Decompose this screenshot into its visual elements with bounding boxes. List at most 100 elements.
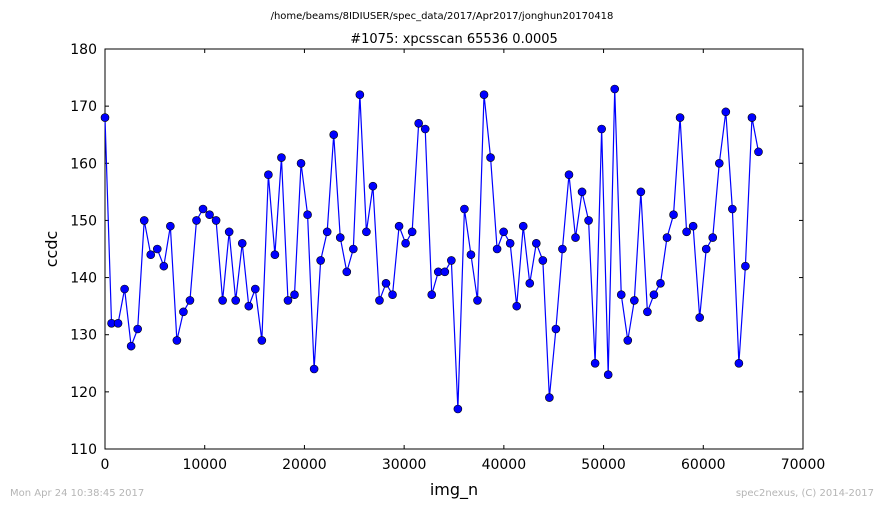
data-point (728, 204, 737, 214)
data-point (610, 84, 620, 94)
data-point (636, 187, 646, 197)
data-point (172, 336, 182, 345)
data-point (486, 153, 495, 162)
data-point (603, 370, 613, 380)
x-tick-label: 30000 (382, 457, 427, 473)
data-point (381, 278, 391, 288)
data-point (139, 216, 149, 225)
data-point (492, 244, 502, 254)
data-point (349, 244, 358, 254)
data-point (551, 324, 561, 334)
data-point (407, 227, 417, 237)
data-point (335, 233, 345, 242)
data-point (205, 210, 214, 220)
data-point (479, 90, 489, 100)
data-point (505, 238, 515, 248)
data-point (257, 336, 267, 345)
data-point (133, 324, 142, 334)
y-tick-label: 130 (70, 328, 97, 344)
data-point (584, 216, 593, 225)
data-point (277, 153, 286, 162)
x-tick-label: 70000 (781, 457, 826, 473)
data-point (714, 158, 724, 168)
data-point (414, 118, 423, 128)
data-point (159, 261, 169, 271)
data-point (440, 267, 450, 277)
y-tick-label: 170 (70, 99, 97, 115)
footer-credit: spec2nexus, (C) 2014-2017 (735, 488, 874, 499)
data-point (244, 301, 254, 311)
x-tick-label: 40000 (482, 457, 527, 473)
data-point (669, 210, 678, 220)
data-point (630, 296, 639, 305)
data-point (734, 358, 744, 368)
x-axis-label: img_n (430, 480, 478, 500)
data-point (146, 250, 156, 260)
data-point (152, 244, 162, 254)
data-point (237, 238, 247, 248)
footer-timestamp: Mon Apr 24 10:38:45 2017 (10, 488, 145, 499)
plot-area (104, 48, 804, 450)
data-point (649, 290, 659, 300)
data-point (388, 290, 397, 300)
data-point (447, 256, 456, 265)
data-point (453, 404, 463, 414)
data-point (590, 358, 600, 368)
axis-ticks (104, 48, 804, 450)
data-point (192, 216, 201, 225)
y-tick-label: 140 (70, 271, 97, 287)
data-point (126, 341, 136, 351)
x-tick-label: 50000 (581, 457, 626, 473)
data-point (564, 170, 574, 180)
data-point (643, 307, 652, 317)
data-point (290, 290, 299, 300)
data-point (100, 113, 110, 122)
data-point (571, 233, 580, 242)
data-point (466, 250, 476, 260)
data-point (211, 216, 221, 225)
data-point (577, 187, 587, 197)
y-axis-label: ccdc (42, 231, 61, 268)
data-point (420, 124, 430, 134)
y-tick-label: 160 (70, 156, 97, 172)
data-point (218, 296, 227, 305)
data-point (362, 227, 371, 237)
data-point (283, 296, 293, 305)
chart-title: #1075: xpcsscan 65536 0.0005 (350, 32, 558, 47)
data-point (675, 113, 685, 122)
data-point (623, 336, 633, 345)
plot-frame (104, 48, 804, 450)
file-path-header: /home/beams/8IDIUSER/spec_data/2017/Apr2… (271, 11, 614, 22)
data-point (597, 124, 606, 134)
data-point (375, 296, 384, 305)
data-point (656, 278, 665, 288)
data-point (499, 227, 508, 237)
data-point (166, 221, 175, 231)
data-point (662, 233, 672, 242)
data-point (368, 181, 378, 191)
data-point (329, 130, 339, 140)
y-tick-label: 150 (70, 213, 97, 229)
x-tick-label: 20000 (282, 457, 327, 473)
data-point (538, 256, 548, 265)
data-point (309, 364, 319, 374)
data-point (695, 313, 704, 322)
y-tick-label: 180 (70, 42, 97, 58)
data-point (264, 170, 273, 180)
y-tick-label: 110 (70, 442, 97, 458)
data-point (558, 244, 567, 254)
data-point (512, 301, 522, 311)
data-point (682, 227, 691, 237)
data-point (747, 113, 757, 122)
data-point (303, 210, 312, 220)
data-point (708, 233, 718, 242)
data-point (296, 158, 306, 168)
data-point (460, 204, 469, 214)
data-point (342, 267, 352, 277)
x-tick-label: 60000 (681, 457, 726, 473)
data-point (616, 290, 626, 300)
data-point (185, 296, 195, 305)
data-point (741, 261, 750, 271)
data-point (525, 278, 535, 288)
